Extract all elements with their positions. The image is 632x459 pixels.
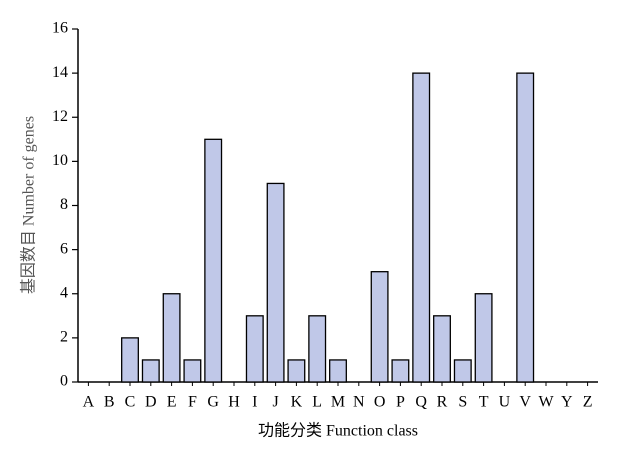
bar [308, 315, 327, 383]
bar [287, 359, 306, 383]
y-tick-label: 14 [52, 64, 68, 81]
x-tick-label: E [167, 394, 177, 411]
x-tick-label: D [145, 394, 157, 411]
y-tick-label: 2 [60, 329, 68, 346]
x-tick-label: U [499, 394, 511, 411]
x-tick-label: Q [415, 394, 427, 411]
x-tick-label: F [188, 394, 197, 411]
y-tick-label: 8 [60, 196, 68, 213]
bar [391, 359, 410, 383]
bar [141, 359, 160, 383]
x-tick-label: J [272, 394, 278, 411]
bar [162, 293, 181, 383]
x-tick-label: R [437, 394, 448, 411]
y-tick-label: 0 [60, 373, 68, 390]
x-tick-label: V [519, 394, 531, 411]
x-tick-label: G [207, 394, 219, 411]
y-tick-label: 12 [52, 108, 68, 125]
y-axis-label: 基因数目 Number of genes [20, 116, 38, 294]
x-tick-label: O [374, 394, 386, 411]
bar [453, 359, 472, 383]
x-tick-label: T [479, 394, 489, 411]
x-tick-label: W [538, 394, 554, 411]
bar [516, 72, 535, 383]
x-tick-label: B [104, 394, 115, 411]
bar [370, 271, 389, 383]
bar [121, 337, 139, 383]
x-tick-label: Y [561, 394, 573, 411]
x-tick-label: A [83, 394, 95, 411]
bar [433, 315, 451, 383]
x-tick-label: Z [583, 394, 593, 411]
bar [245, 315, 264, 383]
x-axis-label: 功能分类 Function class [258, 422, 418, 440]
y-tick-label: 10 [52, 152, 68, 169]
bar [412, 72, 431, 383]
bar [204, 138, 223, 383]
x-tick-label: S [458, 394, 467, 411]
x-tick-label: K [291, 394, 303, 411]
bar [183, 359, 202, 383]
x-tick-label: P [396, 394, 405, 411]
x-tick-label: M [331, 394, 345, 411]
x-tick-label: H [228, 394, 240, 411]
bar [266, 182, 285, 383]
bar [329, 359, 347, 383]
x-tick-label: L [312, 394, 322, 411]
y-tick-label: 16 [52, 20, 68, 37]
bar [474, 293, 493, 383]
x-tick-label: N [353, 394, 365, 411]
x-tick-label: C [125, 394, 136, 411]
x-tick-label: I [252, 394, 257, 411]
y-tick-label: 6 [60, 240, 68, 257]
y-tick-label: 4 [60, 284, 68, 301]
